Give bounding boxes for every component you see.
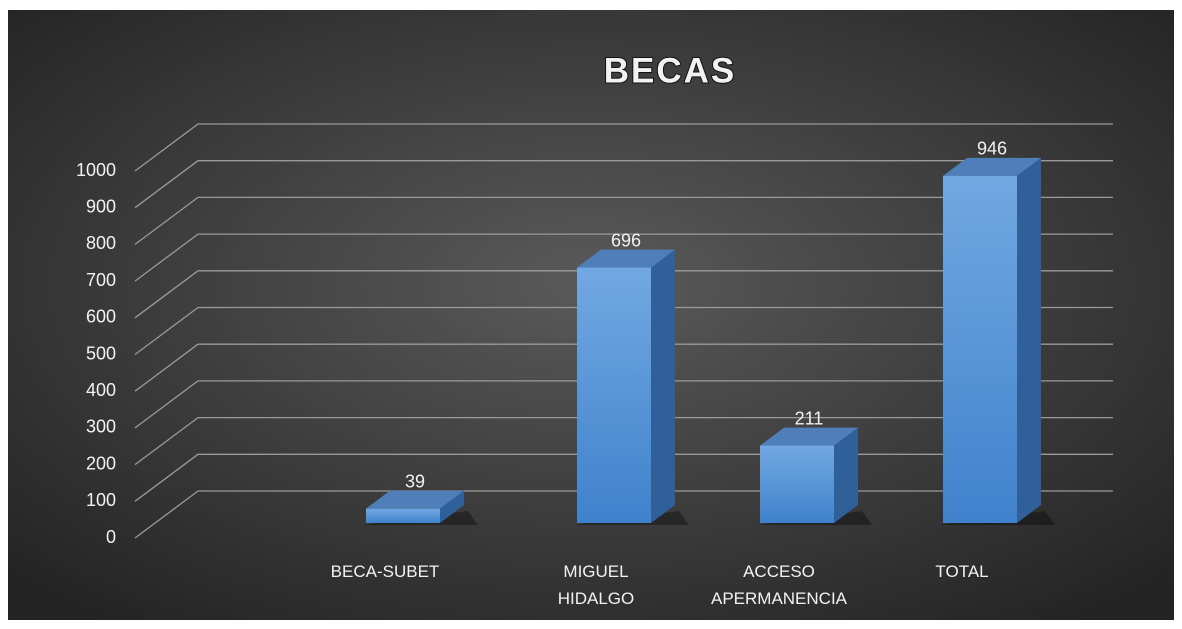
- grid-line: [134, 123, 1113, 172]
- bar: [760, 445, 834, 523]
- y-tick-label: 400: [86, 380, 116, 400]
- grid-line: [134, 306, 1113, 356]
- y-tick-label: 100: [86, 490, 116, 510]
- grid-line: [134, 380, 1113, 429]
- y-tick-label: 500: [86, 343, 116, 363]
- x-tick-label: BECA-SUBET: [330, 562, 440, 581]
- y-tick-label: 900: [86, 196, 116, 216]
- value-label: 696: [611, 230, 641, 250]
- y-tick-label: 700: [86, 270, 116, 290]
- grid-line: [134, 270, 1113, 319]
- bar-top: [943, 157, 1041, 176]
- bars: 39 696 211 946: [362, 139, 1055, 525]
- bar: [943, 175, 1017, 523]
- bar-side: [651, 249, 675, 523]
- y-tick-label: 600: [86, 307, 116, 327]
- y-tick-label: 800: [86, 233, 116, 253]
- x-tick-label: ACCESO APERMANENCIA: [710, 562, 848, 608]
- y-tick-label: 0: [106, 527, 116, 547]
- value-label: 211: [795, 408, 824, 428]
- grid-line: [134, 233, 1113, 282]
- grid-line: [134, 196, 1113, 245]
- bar-side: [440, 490, 464, 523]
- value-label: 39: [405, 471, 425, 491]
- bar-top: [366, 490, 464, 509]
- y-tick-label: 1000: [76, 160, 116, 180]
- bar-top: [760, 427, 858, 446]
- grid: 0 100 200 300 400 500 600 700 800 900 1000: [76, 123, 1113, 547]
- chart-title: BECAS: [604, 51, 737, 90]
- y-tick-label: 200: [86, 453, 116, 473]
- bar: [577, 267, 651, 523]
- grid-line: [134, 160, 1113, 209]
- y-tick-label: 300: [86, 417, 116, 437]
- x-tick-label: TOTAL: [935, 562, 989, 581]
- x-tick-label: MIGUEL HIDALGO: [557, 562, 635, 608]
- grid-line: [134, 343, 1113, 392]
- grid-line: [134, 416, 1113, 466]
- bar-top: [577, 249, 675, 268]
- bar-side: [834, 427, 858, 523]
- value-label: 946: [977, 139, 1007, 159]
- bar: [366, 508, 440, 523]
- bar-side: [1017, 157, 1041, 523]
